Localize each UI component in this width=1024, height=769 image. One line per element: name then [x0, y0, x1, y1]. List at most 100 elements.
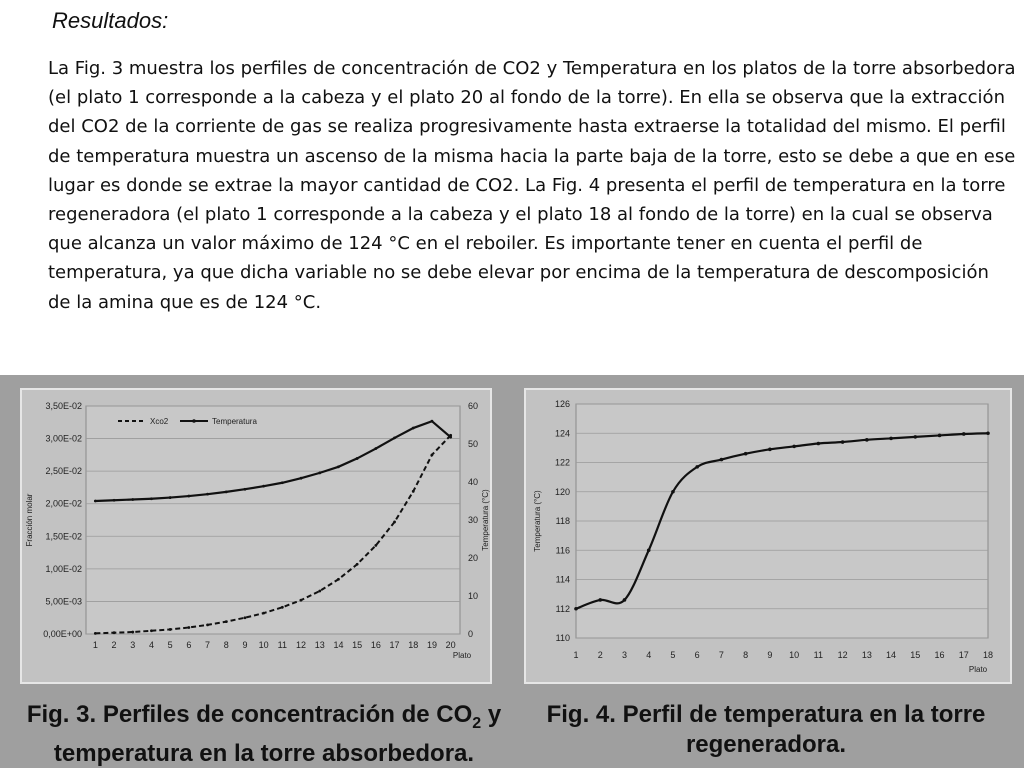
- x-tick-label: 8: [743, 650, 748, 660]
- legend-temperature-marker: [192, 419, 196, 423]
- x-tick-label: 13: [315, 640, 325, 650]
- x-tick-label: 15: [910, 650, 920, 660]
- temperature-point: [112, 498, 116, 502]
- xco2-point: [299, 598, 303, 602]
- x-tick-label: 6: [695, 650, 700, 660]
- xco2-point: [150, 629, 153, 633]
- caption-3-subscript: 2: [472, 714, 482, 732]
- xco2-point: [168, 628, 172, 631]
- x-tick-label: 18: [408, 640, 418, 650]
- temperature-point: [411, 426, 415, 430]
- section-heading: Resultados:: [52, 8, 169, 33]
- temperature-point: [768, 447, 772, 452]
- figure-3-panel: 0,00E+00 5,00E-03 1,00E-02 1,50E-02 2,00E-02…: [20, 388, 492, 684]
- y-tick-label: 116: [556, 545, 570, 555]
- y2-tick-label: 60: [468, 401, 478, 411]
- temperature-point: [743, 451, 748, 456]
- y-tick-label: 118: [556, 516, 570, 526]
- temperature-point: [150, 497, 153, 501]
- y2-tick-label: 20: [468, 553, 478, 563]
- x-tick-label: 2: [112, 640, 117, 650]
- y-tick-label: 1,00E-02: [45, 564, 82, 574]
- temperature-point: [986, 431, 990, 436]
- y-tick-label: 1,50E-02: [45, 531, 82, 541]
- xco2-point: [206, 623, 209, 627]
- xco2-point: [411, 489, 415, 493]
- temperature-point: [695, 465, 699, 469]
- x-tick-label: 2: [598, 650, 603, 660]
- xco2-point: [374, 544, 378, 547]
- y-tick-label: 122: [555, 458, 570, 468]
- temperature-point: [393, 436, 396, 440]
- temperature-point: [318, 471, 322, 475]
- xco2-point: [355, 562, 359, 566]
- temperature-point: [937, 433, 942, 438]
- y2-tick-label: 50: [468, 439, 478, 449]
- x-tick-label: 18: [983, 650, 993, 660]
- x-tick-label: 12: [838, 650, 848, 660]
- xco2-point: [337, 577, 340, 581]
- xco2-point: [224, 620, 228, 624]
- y2-tick-label: 30: [468, 515, 478, 525]
- y2-tick-label: 40: [468, 477, 478, 487]
- x-tick-label: 15: [352, 640, 362, 650]
- temperature-point: [961, 432, 966, 436]
- y-tick-label: 2,50E-02: [45, 466, 82, 476]
- x-tick-label: 11: [278, 640, 287, 650]
- temperature-point: [224, 490, 228, 494]
- series-xco2-line: [95, 434, 452, 635]
- x-tick-label: 14: [886, 650, 896, 660]
- temperature-point: [299, 476, 303, 480]
- temperature-point: [187, 494, 191, 498]
- caption-3-tail: y: [481, 701, 502, 728]
- x-tick-label: 9: [242, 640, 247, 650]
- x-tick-label: 10: [789, 650, 799, 660]
- x-tick-label: 1: [573, 650, 578, 660]
- x-tick-label: 17: [959, 650, 969, 660]
- x-tick-label: 4: [149, 640, 154, 650]
- xco2-point: [393, 520, 396, 524]
- figure-4-panel: 110 112 114 116 118 120 122 124 126 1 2 3 4 5 6 7 8 9 10 11…: [524, 388, 1012, 684]
- y-tick-label: 112: [556, 604, 570, 614]
- temperature-point: [719, 457, 724, 462]
- temperature-point: [792, 444, 796, 449]
- y-axis-label: Fracción molar: [25, 493, 34, 546]
- x-tick-label: 6: [186, 640, 191, 650]
- temperature-point: [262, 484, 266, 488]
- x-axis-label: Plato: [453, 651, 472, 660]
- xco2-point: [112, 631, 116, 635]
- x-tick-label: 8: [224, 640, 229, 650]
- chart-absorber-profiles: 0,00E+00 5,00E-03 1,00E-02 1,50E-02 2,00E-02…: [25, 401, 490, 660]
- y-tick-label: 0,00E+00: [43, 629, 82, 639]
- series-temperature-line: [95, 419, 452, 503]
- x-tick-label: 16: [371, 640, 381, 650]
- y2-axis-label: Temperatura (°C): [481, 489, 490, 551]
- caption-4-line2: regeneradora.: [685, 731, 847, 758]
- y-tick-label: 126: [555, 399, 570, 409]
- x-axis-label: Plato: [969, 665, 988, 674]
- y-tick-label: 5,00E-03: [45, 596, 82, 606]
- y2-tick-label: 0: [468, 629, 473, 639]
- x-tick-label: 14: [333, 640, 343, 650]
- y-tick-label: 3,00E-02: [45, 434, 82, 444]
- temperature-point: [131, 498, 135, 501]
- series-temperature-line: [575, 432, 989, 610]
- temperature-point: [646, 548, 651, 553]
- body-paragraph: La Fig. 3 muestra los perfiles de concen…: [48, 58, 1016, 313]
- y-axis-label: Temperatura (°C): [533, 490, 542, 552]
- temperature-point: [93, 499, 97, 503]
- x-tick-label: 20: [446, 640, 456, 650]
- caption-4-line1: Fig. 4. Perfil de temperatura en la torr…: [546, 701, 986, 728]
- x-tick-label: 17: [390, 640, 400, 650]
- plot-area: [85, 405, 461, 635]
- figure-3-caption: Fig. 3. Perfiles de concentración de CO2…: [14, 700, 514, 769]
- legend-xco2-label: Xco2: [150, 417, 169, 426]
- y2-tick-label: 10: [468, 591, 478, 601]
- x-tick-label: 9: [767, 650, 772, 660]
- temperature-point: [840, 440, 845, 444]
- x-tick-label: 7: [719, 650, 724, 660]
- x-tick-label: 3: [622, 650, 627, 660]
- caption-3-line2: temperatura en la torre absorbedora.: [53, 739, 475, 767]
- x-tick-label: 1: [93, 640, 98, 650]
